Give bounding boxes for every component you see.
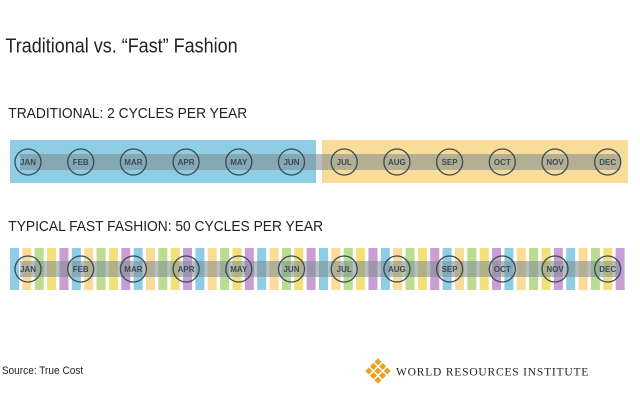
month-label: FEB [73,158,89,167]
section-label: TYPICAL FAST FASHION: 50 CYCLES PER YEAR [8,218,323,235]
month-circle [67,255,95,283]
month-circle [67,148,95,176]
source: Source: True Cost [2,365,83,377]
month-circle [594,255,622,283]
month-circle [488,148,516,176]
month-circle [225,255,253,283]
month-circle [172,148,200,176]
month-circle [225,148,253,176]
month-circle [383,255,411,283]
month-label: NOV [546,158,564,167]
month-label: SEP [442,265,459,274]
month-circle [119,255,148,283]
month-label: JAN [20,158,36,167]
month-circle [541,148,569,176]
month-circle [383,148,411,176]
month-label: JUL [337,158,352,167]
month-label: JUN [283,158,299,167]
month-label: APR [178,158,195,167]
month-label: JUN [283,265,299,274]
month-circle [119,148,148,176]
month-label: MAY [230,158,248,167]
month-label: APR [178,265,195,274]
month-circle [14,255,42,283]
month-circle [435,255,464,283]
month-circle [330,255,358,283]
month-label: MAR [124,265,142,274]
month-label: NOV [546,265,564,274]
logo-text: WORLD RESOURCES INSTITUTE [396,367,589,379]
month-label: DEC [599,265,616,274]
month-label: JAN [20,265,36,274]
month-circle [541,255,569,283]
month-circle [435,148,464,176]
month-label: AUG [388,158,406,167]
month-circle [488,255,516,283]
month-label: MAR [124,158,142,167]
month-label: OCT [494,265,511,274]
month-circle [172,255,200,283]
title: Traditional vs. “Fast” Fashion [5,35,237,57]
month-circle [277,255,306,283]
month-label: DEC [599,158,616,167]
timeline-bar [20,154,620,170]
month-row: JAN FEB MAR APR MAY JUN JUL AUG SEP OCT NOV DEC [14,255,622,283]
month-label: FEB [73,265,89,274]
section-label: TRADITIONAL: 2 CYCLES PER YEAR [8,105,247,122]
month-label: OCT [494,158,511,167]
month-row: JAN FEB MAR APR MAY JUN JUL AUG SEP OCT NOV DEC [14,148,622,176]
month-label: SEP [442,158,459,167]
month-circle [594,148,622,176]
month-circle [14,148,42,176]
logo-icon [365,358,391,384]
month-label: JUL [337,265,352,274]
month-circle [277,148,306,176]
month-label: MAY [230,265,248,274]
month-label: AUG [388,265,406,274]
month-circle [330,148,358,176]
timeline-bar [20,261,620,277]
